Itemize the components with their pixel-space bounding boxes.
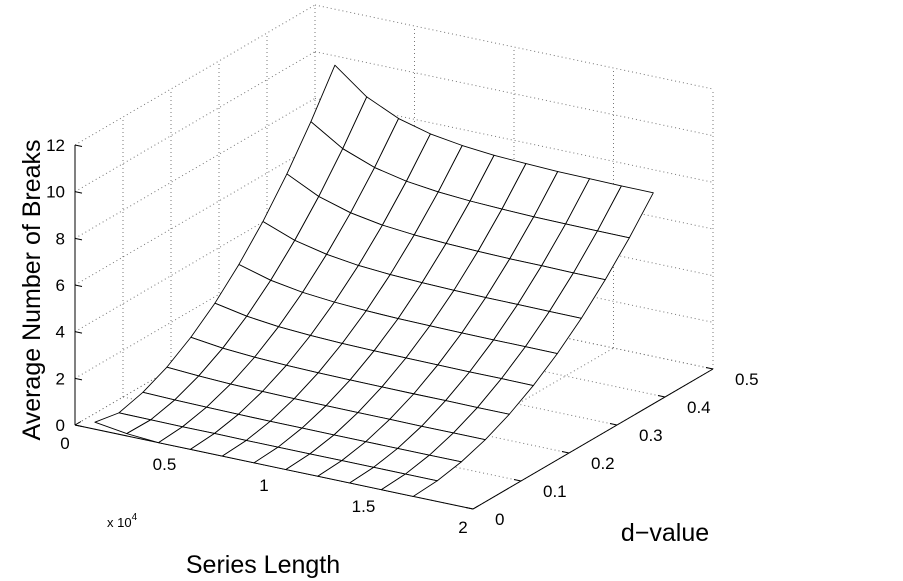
- x-tick-label: 0.5: [153, 455, 177, 474]
- y-tick: [657, 395, 666, 398]
- x-tick-label: 1.5: [352, 497, 376, 516]
- x-tick-label: 1: [259, 476, 268, 495]
- y-tick: [609, 423, 618, 426]
- z-tick-label: 12: [46, 136, 65, 155]
- y-tick-label: 0: [495, 510, 504, 529]
- z-tick: [74, 144, 83, 147]
- z-tick-label: 10: [46, 183, 65, 202]
- x-tick-label: 0: [60, 434, 69, 453]
- z-grid-line: [74, 4, 316, 146]
- z-tick: [74, 191, 83, 194]
- y-tick: [465, 507, 474, 510]
- y-axis: [472, 368, 714, 510]
- y-axis-label: d−value: [621, 519, 709, 547]
- z-grid-line: [74, 51, 316, 193]
- surface-cell: [381, 473, 438, 497]
- z-tick-label: 4: [56, 323, 65, 342]
- z-tick: [74, 424, 83, 427]
- x-tick: [472, 505, 480, 510]
- z-tick: [74, 331, 83, 334]
- y-tick-label: 0.1: [543, 482, 567, 501]
- y-tick-label: 0.3: [639, 426, 663, 445]
- x-multiplier-exponent: 4: [132, 512, 138, 523]
- x-tick-label: 2: [458, 518, 467, 537]
- y-tick: [513, 479, 522, 482]
- x-multiplier: x 104: [107, 512, 138, 530]
- z-tick-label: 6: [56, 276, 65, 295]
- z-tick: [74, 377, 83, 381]
- y-tick-label: 0.2: [591, 454, 615, 473]
- x-tick: [74, 421, 82, 426]
- y-tick-label: 0.5: [735, 370, 759, 389]
- y-tick: [705, 367, 714, 370]
- z-tick-label: 2: [56, 369, 65, 388]
- z-axis-label: Average Number of Breaks: [18, 139, 46, 440]
- x-multiplier-base: x 10: [107, 515, 132, 530]
- z-tick: [74, 237, 83, 241]
- z-tick: [74, 284, 83, 287]
- y-tick-label: 0.4: [687, 398, 711, 417]
- x-axis-label: Series Length: [186, 551, 340, 579]
- z-tick-label: 0: [56, 416, 65, 435]
- y-tick: [561, 451, 570, 454]
- z-tick-label: 8: [56, 229, 65, 248]
